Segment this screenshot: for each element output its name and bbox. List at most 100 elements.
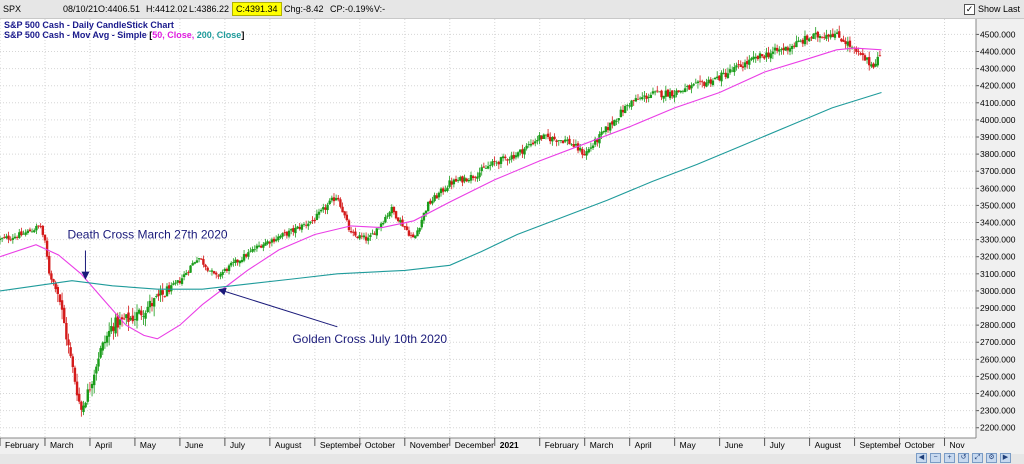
candle-body — [197, 258, 201, 260]
candle-body — [379, 223, 383, 229]
candle-body — [816, 31, 820, 38]
candle-body — [120, 317, 124, 320]
candle-body — [148, 300, 152, 308]
candle-body — [221, 271, 224, 275]
candle-body — [589, 147, 593, 149]
candle-body — [561, 140, 565, 144]
x-tick-label: March — [590, 440, 614, 450]
candle-body — [101, 342, 104, 351]
candle-body — [491, 161, 494, 166]
candle-body — [155, 296, 158, 297]
y-tick-label: 3400.000 — [980, 218, 1016, 228]
candle-body — [189, 265, 192, 273]
scroll-right-icon[interactable]: ▶ — [1000, 453, 1011, 463]
candle-body — [810, 37, 813, 39]
candle-body — [20, 231, 23, 236]
candle-body — [13, 236, 17, 239]
settings-icon[interactable]: ⚙ — [986, 453, 997, 463]
candle-body — [769, 53, 772, 59]
candle-body — [711, 80, 715, 86]
candle-body — [262, 244, 265, 248]
candle-body — [242, 254, 246, 261]
candle-body — [319, 209, 323, 212]
candle-body — [313, 219, 316, 222]
candle-body — [846, 41, 849, 46]
candle-body — [63, 307, 66, 324]
candle-body — [386, 215, 389, 217]
candle-body — [831, 33, 835, 38]
candle-body — [373, 233, 376, 235]
y-tick-label: 4100.000 — [980, 98, 1016, 108]
candle-body — [358, 235, 361, 239]
candle-body — [516, 152, 520, 157]
checkbox-check-icon[interactable]: ✓ — [963, 3, 975, 15]
candle-body — [142, 316, 145, 317]
volume-readout: V:- — [374, 4, 386, 14]
candle-body — [135, 312, 139, 321]
candle-body — [405, 226, 408, 230]
candle-body — [129, 317, 132, 320]
x-tick-label: November — [410, 440, 449, 450]
candle-body — [195, 260, 199, 263]
x-tick-label: Nov — [950, 440, 966, 450]
candle-body — [495, 162, 498, 164]
candle-body — [596, 138, 599, 143]
candle-body — [450, 181, 453, 185]
symbol-readout: SPX — [3, 4, 22, 14]
candle-body — [435, 195, 438, 199]
candle-body — [75, 381, 79, 396]
candle-body — [572, 143, 575, 147]
candle-body — [803, 36, 807, 45]
candle-body — [58, 294, 62, 303]
candle-body — [722, 73, 725, 75]
candle-body — [251, 249, 254, 252]
candle-body — [337, 197, 340, 200]
candle-body — [456, 179, 460, 181]
candle-body — [11, 238, 15, 240]
y-tick-label: 4500.000 — [980, 29, 1016, 39]
candle-body — [56, 287, 60, 294]
candle-body — [84, 402, 87, 408]
candle-body — [259, 245, 263, 248]
candle-body — [480, 167, 483, 172]
candle-body — [591, 145, 595, 149]
candle-body — [296, 226, 299, 229]
candle-body — [835, 32, 839, 34]
zoom-out-icon[interactable]: − — [930, 453, 941, 463]
candle-body — [416, 230, 419, 237]
scroll-left-icon[interactable]: ◀ — [916, 453, 927, 463]
show-last-checkbox[interactable]: ✓ Show Last — [963, 2, 1020, 16]
candle-body — [850, 47, 854, 49]
candle-body — [743, 62, 747, 68]
candle-body — [482, 166, 486, 168]
candle-body — [707, 79, 710, 84]
candle-body — [212, 271, 216, 274]
candle-body — [863, 55, 867, 61]
candle-body — [202, 258, 205, 265]
candle-body — [454, 178, 458, 182]
candle-body — [675, 90, 678, 95]
candle-body — [170, 285, 173, 292]
candle-body — [150, 303, 154, 307]
candle-body — [638, 97, 642, 99]
candle-body — [705, 82, 708, 87]
candle-body — [647, 97, 650, 99]
zoom-in-icon[interactable]: + — [944, 453, 955, 463]
candle-body — [735, 65, 738, 68]
candle-body — [504, 156, 507, 159]
candle-body — [249, 250, 252, 252]
candle-body — [274, 239, 278, 241]
candle-body — [409, 235, 413, 237]
candle-body — [420, 219, 423, 228]
candle-body — [529, 143, 533, 146]
candle-body — [80, 401, 83, 410]
x-tick-label: April — [635, 440, 652, 450]
candle-body — [651, 91, 655, 94]
candle-body — [5, 236, 8, 239]
fit-icon[interactable]: ⤢ — [972, 453, 983, 463]
candle-body — [570, 144, 573, 146]
info-toolbar: SPX 08/10/21 O:4406.51 H:4412.02 L:4386.… — [0, 0, 1024, 19]
reset-view-icon[interactable]: ↺ — [958, 453, 969, 463]
candle-body — [52, 279, 55, 282]
candle-body — [538, 135, 541, 141]
